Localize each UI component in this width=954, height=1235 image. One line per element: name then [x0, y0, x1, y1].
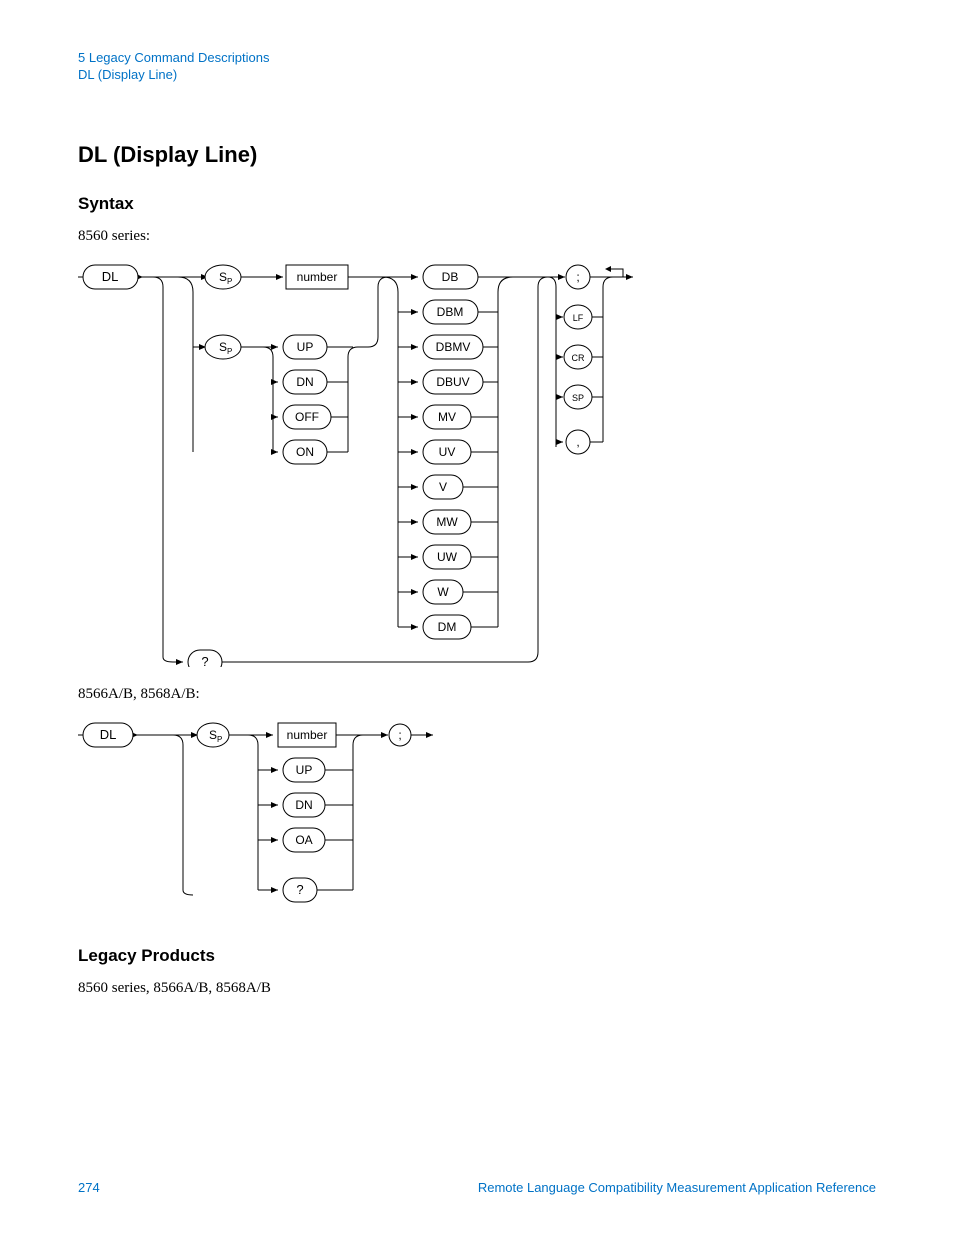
svg-text:P: P — [227, 347, 232, 356]
page-title: DL (Display Line) — [78, 142, 876, 168]
svg-text:?: ? — [296, 882, 303, 897]
legacy-heading: Legacy Products — [78, 946, 876, 966]
svg-text:?: ? — [201, 654, 208, 667]
svg-text:DBM: DBM — [437, 305, 464, 319]
svg-text:DN: DN — [295, 798, 312, 812]
svg-text:S: S — [209, 728, 217, 742]
svg-text:S: S — [219, 340, 227, 354]
syntax-heading: Syntax — [78, 194, 876, 214]
svg-text:MV: MV — [438, 410, 456, 424]
svg-text:UP: UP — [297, 340, 314, 354]
svg-text:DN: DN — [296, 375, 313, 389]
svg-text:DL: DL — [100, 727, 117, 742]
svg-text:;: ; — [576, 270, 579, 284]
series1-label: 8560 series: — [78, 228, 876, 245]
svg-text:number: number — [287, 728, 328, 742]
svg-text:DB: DB — [442, 270, 459, 284]
syntax-diagram-8560: DL S P number DB DBM DBMV DBUV MV — [78, 257, 876, 672]
svg-text:CR: CR — [572, 353, 585, 363]
page-footer: 274 Remote Language Compatibility Measur… — [78, 1180, 876, 1195]
svg-text:SP: SP — [572, 393, 584, 403]
header-section: DL (Display Line) — [78, 67, 876, 82]
svg-text:UW: UW — [437, 550, 458, 564]
page-number: 274 — [78, 1180, 100, 1195]
units-column: DB DBM DBMV DBUV MV UV V MW — [383, 265, 518, 639]
svg-text:V: V — [439, 480, 447, 494]
svg-text:;: ; — [398, 728, 401, 742]
svg-text:DBMV: DBMV — [436, 340, 471, 354]
svg-text:DBUV: DBUV — [436, 375, 469, 389]
footer-title: Remote Language Compatibility Measuremen… — [478, 1180, 876, 1195]
node-number: number — [297, 270, 338, 284]
query-branch: ? — [153, 277, 548, 667]
svg-text:W: W — [437, 585, 449, 599]
svg-text:,: , — [576, 435, 579, 449]
legacy-text: 8560 series, 8566A/B, 8568A/B — [78, 980, 876, 997]
svg-text:OA: OA — [295, 833, 312, 847]
svg-text:OFF: OFF — [295, 410, 319, 424]
node-sp: S — [219, 270, 227, 284]
branch2-column: SP UP DN OFF ON — [178, 277, 388, 464]
node-sp-sub: P — [227, 277, 232, 286]
header-chapter: 5 Legacy Command Descriptions — [78, 50, 876, 65]
svg-text:P: P — [217, 735, 222, 744]
svg-text:UP: UP — [296, 763, 313, 777]
svg-text:MW: MW — [436, 515, 458, 529]
terminators-column: ; LF CR SP , — [518, 265, 633, 454]
node-dl: DL — [102, 269, 119, 284]
svg-text:ON: ON — [296, 445, 314, 459]
svg-text:UV: UV — [439, 445, 456, 459]
syntax-diagram-8566: DL SP number ; UP DN OA ? — [78, 715, 876, 920]
series2-label: 8566A/B, 8568A/B: — [78, 686, 876, 703]
svg-text:DM: DM — [438, 620, 457, 634]
svg-text:LF: LF — [573, 313, 584, 323]
